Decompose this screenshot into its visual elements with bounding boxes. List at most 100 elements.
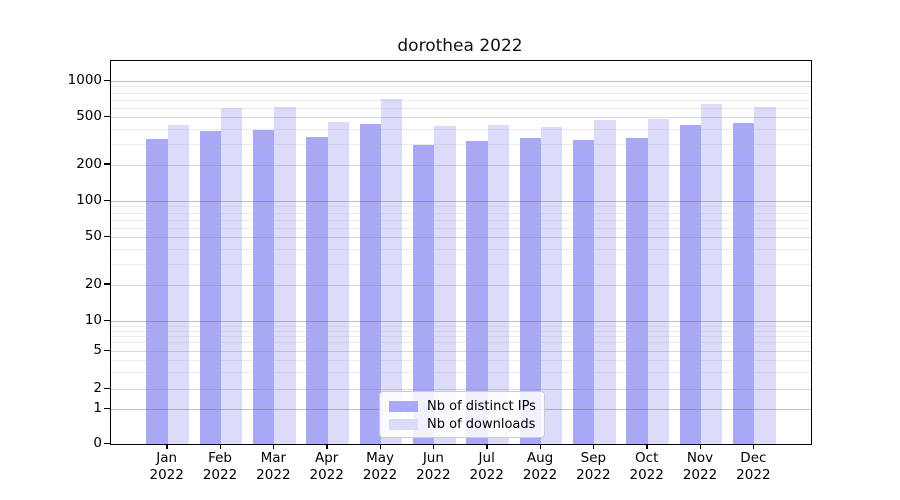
x-tick-label-year: 2022 [149, 467, 184, 483]
x-tick-label: Mar 2022 [243, 450, 303, 484]
x-tick-label-year: 2022 [736, 467, 771, 483]
x-tick-mark [432, 444, 435, 449]
legend-label-distinct-ips: Nb of distinct IPs [427, 398, 536, 414]
x-tick-label-year: 2022 [576, 467, 611, 483]
y-tick-mark [104, 387, 110, 389]
y-tick-label: 5 [93, 342, 102, 358]
bar-downloads-jun [434, 126, 456, 444]
gridline-major [111, 284, 811, 286]
x-tick-mark [326, 444, 328, 449]
gridline-minor [111, 92, 811, 94]
y-tick-mark [104, 79, 110, 81]
bar-downloads-nov [701, 104, 723, 444]
bar-distinct-ips-feb [199, 131, 222, 444]
bar-distinct-ips-sep [572, 140, 595, 444]
gridline-minor [111, 212, 811, 214]
bar-distinct-ips-jan [146, 138, 168, 444]
gridline-major [111, 164, 811, 166]
x-tick-label: May 2022 [350, 450, 410, 484]
bar-distinct-ips-aug [519, 138, 542, 444]
x-tick-mark [592, 444, 595, 449]
gridline-major [111, 237, 811, 239]
bar-downloads-may [381, 99, 403, 444]
x-tick-label: Oct 2022 [617, 450, 677, 484]
bar-distinct-ips-may [359, 124, 382, 444]
x-tick-label-year: 2022 [202, 467, 238, 483]
y-tick-mark [104, 163, 110, 165]
bar-distinct-ips-nov [679, 125, 702, 444]
x-tick-mark [166, 444, 168, 449]
y-tick-mark [104, 349, 110, 351]
x-tick-mark [646, 444, 648, 449]
x-tick-label: Jul 2022 [457, 450, 517, 484]
y-tick-mark [104, 319, 110, 321]
bar-downloads-jan [167, 125, 190, 444]
gridline-minor [111, 99, 811, 101]
x-tick-label-year: 2022 [682, 467, 718, 483]
gridline-minor [111, 143, 811, 145]
gridline-minor [111, 263, 811, 265]
legend-label-downloads: Nb of downloads [427, 416, 536, 432]
x-tick-label-year: 2022 [416, 467, 451, 483]
bar-downloads-mar [274, 106, 296, 444]
legend-item-distinct-ips: Nb of distinct IPs [389, 398, 536, 414]
bar-distinct-ips-mar [252, 129, 275, 444]
gridline-major [111, 201, 811, 202]
x-tick-label: Jun 2022 [403, 450, 463, 484]
y-tick-label: 500 [76, 108, 102, 125]
bar-downloads-sep [594, 119, 616, 444]
y-tick-label: 50 [84, 228, 102, 245]
y-tick-label: 200 [76, 155, 102, 172]
x-tick-label: Sep 2022 [563, 450, 623, 484]
bar-downloads-aug [541, 126, 563, 444]
x-tick-label: Feb 2022 [190, 450, 250, 484]
bar-distinct-ips-jun [412, 145, 435, 444]
bar-distinct-ips-jul [466, 140, 488, 444]
gridline-minor [111, 227, 811, 229]
y-tick-mark [104, 442, 110, 444]
bar-downloads-jul [487, 124, 510, 444]
bar-distinct-ips-dec [732, 122, 755, 444]
bar-downloads-oct [647, 119, 670, 444]
legend-swatch-downloads [389, 418, 418, 430]
y-tick-label: 100 [76, 192, 102, 208]
bar-downloads-apr [327, 122, 350, 444]
y-tick-mark [104, 407, 110, 409]
gridline-minor [111, 206, 811, 208]
x-tick-mark [486, 444, 488, 449]
bar-distinct-ips-oct [626, 137, 648, 444]
gridline-major [111, 351, 811, 352]
gridline-minor [111, 219, 811, 221]
y-tick-mark [104, 283, 110, 285]
gridline-minor [111, 335, 811, 337]
gridline-major [111, 81, 811, 82]
x-tick-mark [699, 444, 701, 449]
y-tick-mark [104, 199, 110, 201]
gridline-minor [111, 342, 811, 343]
x-tick-label-year: 2022 [522, 467, 558, 483]
y-tick-label: 0 [93, 435, 102, 451]
x-tick-label-year: 2022 [469, 467, 504, 483]
bar-downloads-feb [221, 108, 243, 444]
plot-area [110, 60, 812, 445]
x-tick-label-year: 2022 [256, 467, 291, 483]
x-tick-mark [752, 444, 755, 449]
y-tick-label: 20 [84, 275, 102, 292]
gridline-minor [111, 360, 811, 361]
bar-downloads-dec [754, 106, 776, 444]
y-tick-mark [104, 115, 110, 117]
gridline-major [111, 389, 811, 390]
gridline-major [111, 117, 811, 119]
gridline-minor [111, 248, 811, 250]
gridline-minor [111, 128, 811, 130]
x-tick-label: Jan 2022 [137, 450, 197, 484]
gridline-minor [111, 326, 811, 327]
x-tick-mark [539, 444, 541, 449]
gridline-minor [111, 86, 811, 88]
gridline-minor [111, 330, 811, 332]
x-tick-label-year: 2022 [309, 467, 344, 483]
gridline-major [111, 321, 811, 322]
legend-swatch-distinct-ips [389, 400, 418, 412]
bar-distinct-ips-apr [306, 137, 328, 444]
